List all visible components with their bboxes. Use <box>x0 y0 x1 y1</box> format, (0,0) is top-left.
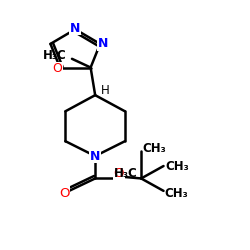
Text: CH₃: CH₃ <box>142 142 166 155</box>
Text: O: O <box>114 168 124 180</box>
Text: O: O <box>59 187 69 200</box>
Text: H₃C: H₃C <box>114 167 138 180</box>
Text: CH₃: CH₃ <box>166 160 189 172</box>
Text: N: N <box>90 150 100 162</box>
Text: N: N <box>70 22 80 35</box>
Text: O: O <box>52 62 62 75</box>
Text: N: N <box>98 38 108 51</box>
Text: H: H <box>101 84 110 97</box>
Text: H₃C: H₃C <box>43 48 67 62</box>
Text: CH₃: CH₃ <box>165 187 188 200</box>
